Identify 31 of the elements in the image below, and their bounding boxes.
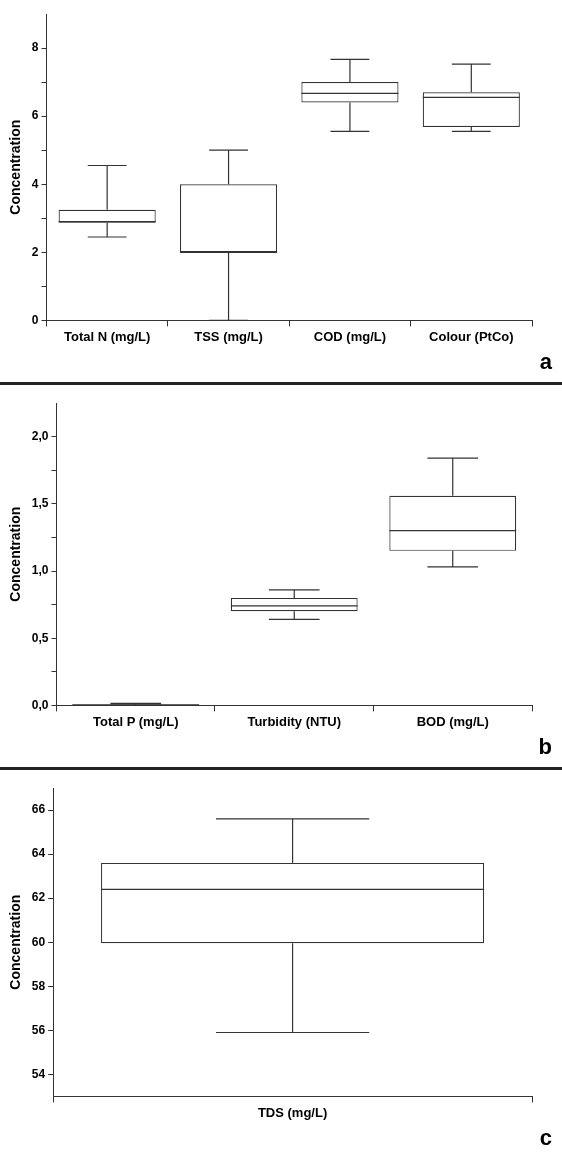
- y-tick-label: 1,0: [31, 563, 49, 578]
- y-tick-label: 62: [31, 890, 46, 905]
- y-tick-label: 66: [31, 802, 46, 817]
- y-tick-label: 6: [31, 108, 39, 123]
- y-axis-title: Concentration: [7, 506, 24, 602]
- x-tick-label: BOD (mg/L): [416, 713, 489, 729]
- y-axis-title: Concentration: [7, 119, 24, 215]
- y-axis-title: Concentration: [7, 894, 24, 990]
- y-tick-label: 54: [31, 1066, 46, 1081]
- x-tick-label: TDS (mg/L): [257, 1104, 328, 1120]
- y-tick-label: 60: [31, 934, 46, 949]
- x-tick-label: TSS (mg/L): [194, 328, 263, 344]
- text: b: [538, 734, 552, 760]
- y-tick-label: 0,0: [31, 697, 49, 712]
- x-tick-label: COD (mg/L): [313, 328, 387, 344]
- y-tick-label: 2: [31, 244, 39, 259]
- y-tick-label: 58: [31, 978, 46, 993]
- y-tick-label: 1,5: [31, 496, 49, 511]
- y-tick-label: 8: [31, 40, 39, 55]
- x-tick-label: Total N (mg/L): [63, 328, 151, 344]
- y-tick-label: 56: [31, 1022, 46, 1037]
- y-tick-label: 2,0: [31, 428, 49, 443]
- y-tick-label: 4: [31, 176, 39, 191]
- x-tick-label: Total P (mg/L): [93, 713, 179, 729]
- x-tick-label: Colour (PtCo): [429, 328, 514, 344]
- x-tick-label: Turbidity (NTU): [247, 713, 342, 729]
- y-tick-label: 0,5: [31, 630, 49, 645]
- text: c: [539, 1125, 552, 1151]
- y-tick-label: 64: [31, 846, 46, 861]
- y-tick-label: 0: [31, 312, 39, 327]
- text: a: [539, 349, 553, 375]
